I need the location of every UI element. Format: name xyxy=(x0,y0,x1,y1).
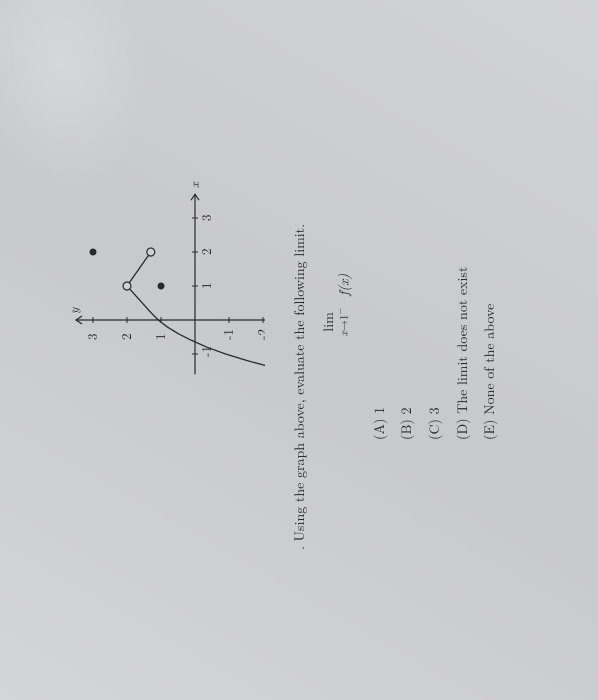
x-tick-label: 1 xyxy=(196,283,215,290)
x-axis-label: x xyxy=(184,181,203,188)
answer-option: (D) The limit does not exist xyxy=(452,60,474,440)
graph-container: x y -1 1 2 3 -2 -1 1 2 3 xyxy=(45,150,265,410)
limit-expression: lim x→1− f(x) xyxy=(321,205,355,405)
y-tick-label: 2 xyxy=(116,334,135,341)
function-graph: x y -1 1 2 3 -2 -1 1 2 3 xyxy=(45,150,265,410)
x-tick-label: 2 xyxy=(196,249,215,256)
answer-option: (A) 1 xyxy=(369,60,391,440)
answer-option: (E) None of the above xyxy=(479,60,501,440)
line-segment xyxy=(127,252,151,286)
answer-option: (C) 3 xyxy=(424,60,446,440)
y-axis-label: y xyxy=(63,307,82,314)
lim-symbol: lim x→1− xyxy=(321,308,351,337)
y-tick-label: -1 xyxy=(218,329,237,340)
lim-fx: f(x) xyxy=(333,274,353,296)
page: x y -1 1 2 3 -2 -1 1 2 3 . Using the graph above, … xyxy=(0,0,598,700)
answer-options: (A) 1(B) 2 (C) 3 (D) The limit does not ex… xyxy=(369,60,501,440)
y-tick-label: 1 xyxy=(150,334,169,341)
lim-bottom: x→1− xyxy=(335,308,350,337)
question-block: . Using the graph above, evaluate the fo… xyxy=(289,60,501,550)
open-point xyxy=(147,248,155,256)
prompt-text: . Using the graph above, evaluate the fo… xyxy=(289,60,311,550)
y-tick-label: -2 xyxy=(252,329,265,340)
closed-point xyxy=(90,249,97,256)
x-tick-label: -1 xyxy=(196,346,215,357)
open-point xyxy=(123,282,131,290)
y-tick-label: 3 xyxy=(82,334,101,341)
answer-option: (B) 2 xyxy=(396,60,418,440)
x-tick-label: 3 xyxy=(196,215,215,222)
closed-point xyxy=(158,283,165,290)
